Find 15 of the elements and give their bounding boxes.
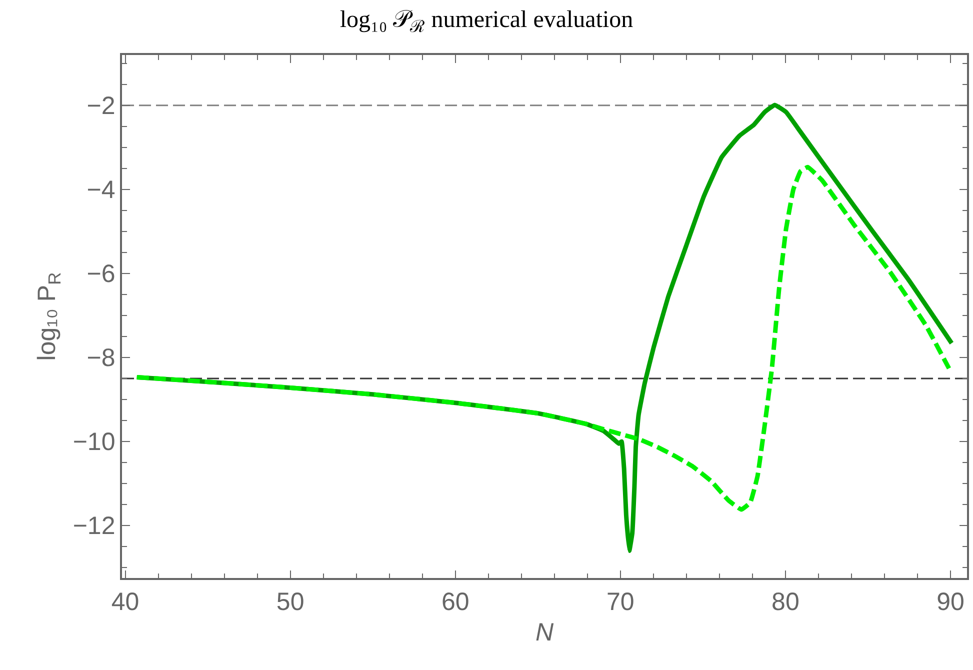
x-tick-label: 70 (606, 588, 634, 616)
y-tick-label: −6 (86, 260, 116, 288)
x-tick-label: 90 (936, 588, 964, 616)
x-tick-label: 50 (276, 588, 304, 616)
y-tick-label: −4 (86, 176, 116, 204)
y-tick-label: −2 (86, 92, 116, 120)
y-tick-label: −8 (86, 344, 116, 372)
chart-title: log₁₀ 𝒫$_{ℛ}$ numerical evaluation (340, 6, 634, 36)
y-tick-label: −10 (72, 428, 116, 456)
x-axis-title: N (535, 618, 554, 646)
x-tick-label: 80 (772, 588, 800, 616)
x-tick-label: 40 (111, 588, 140, 616)
x-tick-label: 60 (441, 588, 470, 616)
line-series (134, 164, 952, 512)
y-tick-label: −12 (72, 512, 116, 540)
